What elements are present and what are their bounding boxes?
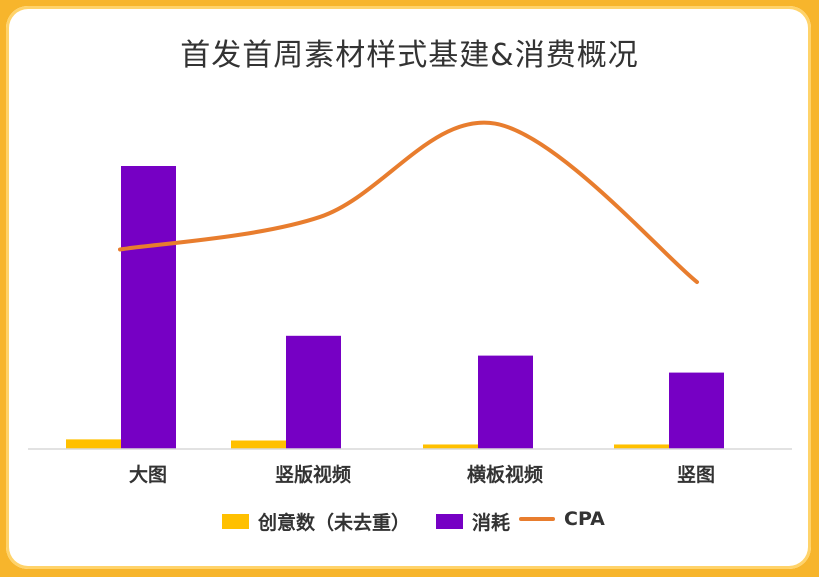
x-tick-label-4: 竖图	[677, 464, 715, 486]
cpa-line	[118, 120, 699, 285]
legend-swatch-cpa	[519, 517, 555, 521]
legend-label-cpa: CPA	[564, 508, 605, 530]
legend-swatch-spend	[436, 514, 463, 529]
x-tick-label-2: 竖版视频	[275, 463, 351, 486]
legend-item-cpa: CPA	[519, 508, 605, 530]
bar-creative-count-3	[423, 444, 478, 449]
legend-label-creative-count: 创意数（未去重）	[258, 512, 411, 534]
legend: 创意数（未去重） 消耗 CPA	[0, 508, 819, 538]
x-tick-label-1: 大图	[129, 463, 167, 486]
chart-title: 首发首周素材样式基建&消费概况	[180, 38, 639, 73]
bar-creative-count-1	[66, 439, 121, 449]
bar-spend-1	[121, 166, 176, 449]
x-tick-label-3: 横板视频	[467, 463, 543, 486]
legend-swatch-creative-count	[222, 514, 249, 529]
bar-spend-4	[669, 372, 724, 449]
legend-item-spend: 消耗	[436, 508, 510, 535]
legend-item-creative-count: 创意数（未去重）	[222, 508, 410, 535]
bar-spend-2	[286, 335, 341, 449]
bar-creative-count-4	[614, 444, 669, 449]
legend-label-spend: 消耗	[472, 512, 511, 534]
bar-spend-3	[478, 355, 533, 449]
bar-creative-count-2	[231, 440, 286, 449]
